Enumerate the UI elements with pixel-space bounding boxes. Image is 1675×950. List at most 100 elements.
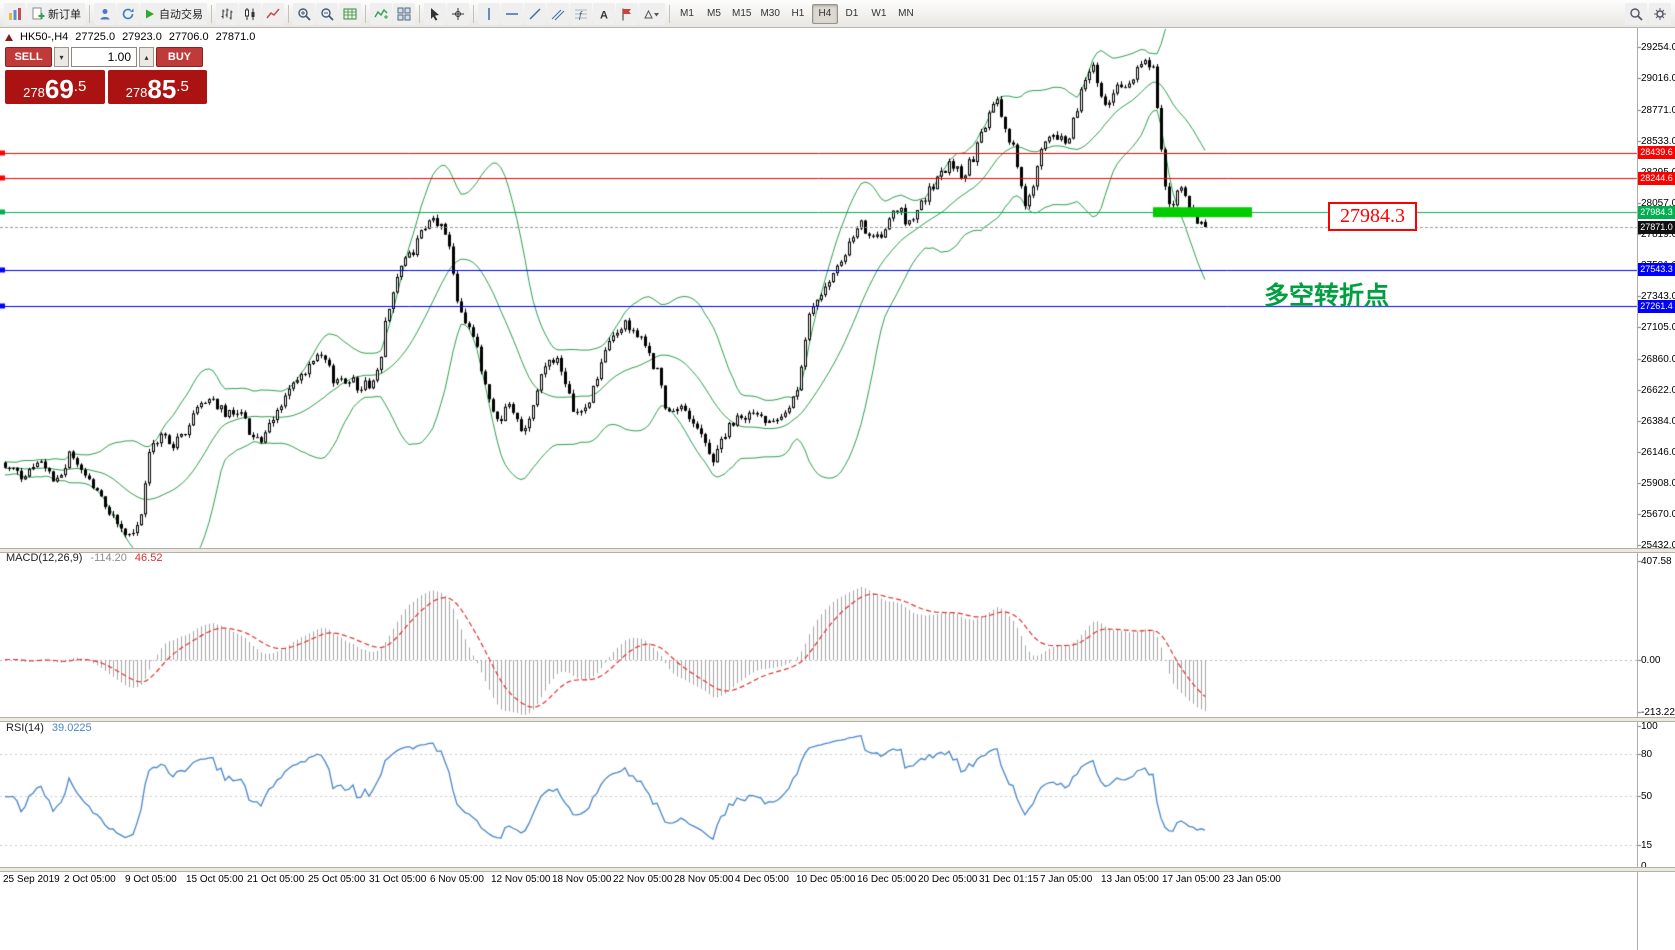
symbol-marker-icon bbox=[5, 33, 13, 41]
hline-price-badge: 28439.6 bbox=[1638, 146, 1675, 160]
close-value: 27871.0 bbox=[215, 31, 256, 43]
timeframe-m30[interactable]: M30 bbox=[756, 4, 783, 24]
panel-splitter[interactable] bbox=[0, 717, 1675, 722]
time-axis-label: 25 Oct 05:00 bbox=[308, 874, 366, 885]
time-axis-label: 9 Oct 05:00 bbox=[125, 874, 177, 885]
auto-trading-label: 自动交易 bbox=[159, 8, 203, 21]
time-axis-label: 25 Sep 2019 bbox=[3, 874, 60, 885]
rsi-axis-label: 0 bbox=[1641, 861, 1647, 872]
gear-icon bbox=[1654, 7, 1666, 20]
vertical-line-button[interactable] bbox=[478, 2, 500, 25]
horizontal-line-icon bbox=[506, 12, 518, 15]
rsi-axis: 100 80 50 15 0 bbox=[1641, 0, 1675, 950]
price-digits: .5 bbox=[73, 78, 87, 95]
line-chart-icon bbox=[266, 8, 280, 18]
volume-decrease-button[interactable]: ▾ bbox=[54, 47, 69, 67]
rsi-axis-label: 100 bbox=[1641, 721, 1658, 732]
time-axis-label: 17 Jan 05:00 bbox=[1162, 874, 1220, 885]
new-chart-button[interactable] bbox=[4, 2, 26, 25]
macd-axis: 407.58 0.00 -213.22 bbox=[1641, 0, 1675, 950]
trendline-icon bbox=[529, 7, 541, 20]
timeframe-m5[interactable]: M5 bbox=[701, 4, 727, 24]
macd-axis-label: -213.22 bbox=[1641, 706, 1675, 718]
new-order-button[interactable]: 新订单 bbox=[27, 2, 85, 25]
tile-windows-button[interactable] bbox=[393, 2, 415, 25]
time-axis-label: 10 Dec 05:00 bbox=[796, 874, 856, 885]
buy-button[interactable]: BUY bbox=[156, 47, 203, 67]
price-axis-label: 26146.0 bbox=[1641, 446, 1675, 458]
bar-chart-button[interactable] bbox=[216, 2, 238, 25]
play-icon bbox=[146, 9, 154, 18]
grid-icon bbox=[343, 8, 357, 19]
shapes-dropdown-button[interactable] bbox=[639, 2, 665, 25]
timeframe-d1[interactable]: D1 bbox=[839, 4, 865, 24]
channel-icon bbox=[551, 9, 565, 20]
zoom-out-button[interactable] bbox=[316, 2, 338, 25]
hline-price-badge: 27984.3 bbox=[1638, 205, 1675, 219]
sell-button[interactable]: SELL bbox=[5, 47, 52, 67]
rsi-axis-label: 50 bbox=[1641, 791, 1653, 802]
rsi-axis-label: 15 bbox=[1641, 840, 1653, 851]
timeframe-mn[interactable]: MN bbox=[893, 4, 919, 24]
timeframe-m15[interactable]: M15 bbox=[728, 4, 755, 24]
time-axis-label: 15 Oct 05:00 bbox=[186, 874, 244, 885]
cursor-button[interactable] bbox=[424, 2, 446, 25]
toolbar-separator bbox=[89, 4, 90, 23]
price-digits: 69 bbox=[44, 74, 74, 104]
candlestick-chart-button[interactable] bbox=[239, 2, 261, 25]
label-tool-button[interactable] bbox=[616, 2, 638, 25]
resistance-price-callout: 27984.3 bbox=[1328, 202, 1417, 231]
ohlc-bars-icon bbox=[221, 8, 233, 19]
panel-splitter[interactable] bbox=[0, 867, 1675, 872]
volume-increase-button[interactable]: ▴ bbox=[139, 47, 154, 67]
channel-button[interactable] bbox=[547, 2, 569, 25]
line-chart-button[interactable] bbox=[262, 2, 284, 25]
rsi-label: RSI(14) 39.0225 bbox=[6, 722, 92, 734]
toolbar: 新订单 自动交易 bbox=[0, 0, 1675, 28]
price-axis-label: 28533.0 bbox=[1641, 135, 1675, 147]
fibonacci-icon: ƒ bbox=[575, 9, 587, 21]
price-digits: 278 bbox=[23, 85, 45, 100]
macd-signal-value: 46.52 bbox=[134, 552, 163, 564]
auto-trading-button[interactable]: 自动交易 bbox=[140, 2, 207, 25]
indicators-button[interactable] bbox=[370, 2, 392, 25]
profiles-button[interactable] bbox=[94, 2, 116, 25]
new-order-icon bbox=[32, 7, 45, 19]
svg-text:A: A bbox=[600, 9, 608, 21]
timeframe-h1[interactable]: H1 bbox=[785, 4, 811, 24]
price-axis-label: 27343.0 bbox=[1641, 290, 1675, 302]
horizontal-line-button[interactable] bbox=[501, 2, 523, 25]
crosshair-button[interactable] bbox=[447, 2, 469, 25]
price-axis-label: 27819.0 bbox=[1641, 228, 1675, 240]
text-tool-button[interactable]: A bbox=[593, 2, 615, 25]
grid-button[interactable] bbox=[339, 2, 361, 25]
price-digits: .5 bbox=[176, 78, 189, 95]
rsi-value: 39.0225 bbox=[51, 722, 92, 734]
buy-price[interactable]: 278 85.5 bbox=[107, 70, 207, 104]
macd-axis-label: 0.00 bbox=[1641, 655, 1661, 666]
zoom-in-button[interactable] bbox=[293, 2, 315, 25]
fibonacci-button[interactable]: ƒ bbox=[570, 2, 592, 25]
refresh-icon bbox=[122, 8, 134, 19]
sell-price[interactable]: 278 69.5 bbox=[5, 70, 105, 104]
volume-input[interactable] bbox=[71, 47, 137, 67]
open-value: 27725.0 bbox=[75, 31, 116, 43]
time-axis-label: 16 Dec 05:00 bbox=[857, 874, 917, 885]
price-axis-label: 25432.0 bbox=[1641, 539, 1675, 551]
price-axis: 29254.029016.028771.028533.028295.028057… bbox=[1641, 0, 1675, 950]
flag-icon bbox=[622, 8, 631, 20]
timeframe-w1[interactable]: W1 bbox=[866, 4, 892, 24]
price-axis-label: 26384.0 bbox=[1641, 415, 1675, 427]
tile-windows-icon bbox=[397, 7, 411, 20]
trendline-button[interactable] bbox=[524, 2, 546, 25]
toolbar-separator bbox=[473, 4, 474, 23]
timeframe-m1[interactable]: M1 bbox=[674, 4, 700, 24]
time-axis-label: 31 Dec 01:15 bbox=[979, 874, 1039, 885]
settings-button[interactable] bbox=[1649, 2, 1671, 25]
refresh-button[interactable] bbox=[117, 2, 139, 25]
timeframe-h4[interactable]: H4 bbox=[811, 3, 838, 24]
panel-splitter[interactable] bbox=[0, 548, 1675, 553]
search-button[interactable] bbox=[1625, 2, 1647, 25]
